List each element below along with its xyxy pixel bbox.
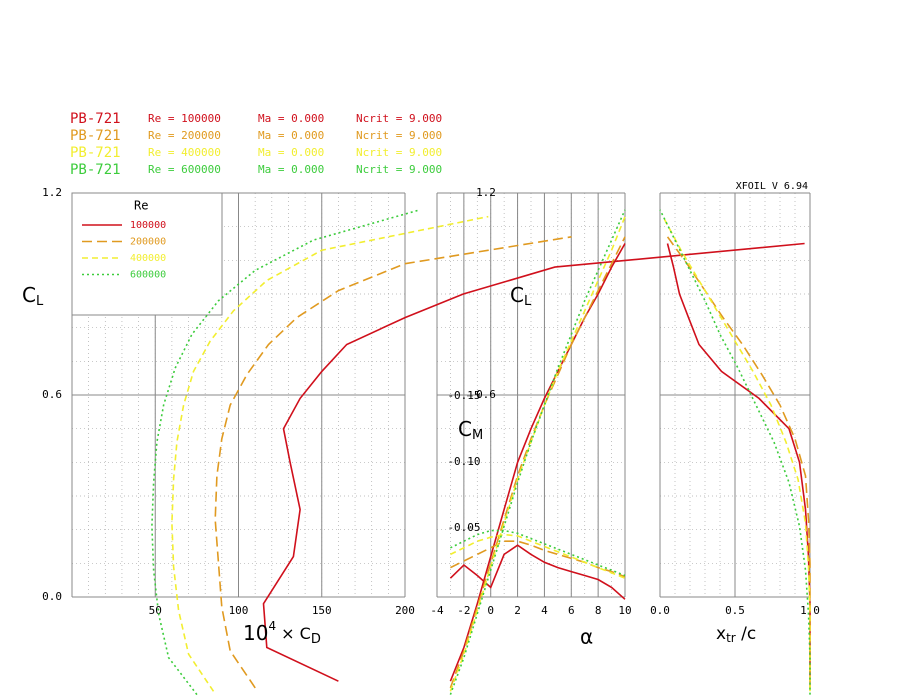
label-main: C [510,283,524,307]
cl-alpha-line [449,209,626,695]
legend-label: 600000 [130,270,166,281]
label-mid: × C [276,624,311,643]
x-tick-label: 150 [312,604,332,617]
y-tick-label: 0.6 [476,388,496,401]
x-tick-label: 8 [595,604,602,617]
header-re: Re = 600000 [148,163,221,176]
x-tick-label: 6 [568,604,575,617]
label-sub: L [36,294,44,309]
legend-label: 400000 [130,253,166,264]
header-ma: Ma = 0.000 [258,129,324,142]
header-ma: Ma = 0.000 [258,112,324,125]
drag-polar-line [171,215,489,692]
header-airfoil: PB-721 [70,128,121,144]
x-tick-label: 0.5 [725,604,745,617]
header-ncrit: Ncrit = 9.000 [356,146,442,159]
cm-alpha-line [450,529,626,577]
x-tick-label: -2 [457,604,470,617]
cm-tick-label: -0.10 [447,455,480,468]
label-sub: tr [726,631,736,645]
label-post: /c [736,624,756,644]
y-tick-label: 1.2 [42,186,62,199]
xtr-line [662,216,811,692]
x-tick-label: 0.0 [650,604,670,617]
x-tick-label: 4 [541,604,548,617]
cl-alpha-line [449,243,626,682]
label-main: C [22,283,36,307]
legend-box [71,192,223,316]
label-main: x [716,624,726,644]
header-re: Re = 100000 [148,112,221,125]
header-ma: Ma = 0.000 [258,163,324,176]
xtr-axis-label: xtr /c [716,624,756,645]
cm-alpha-line [450,533,626,579]
header-airfoil: PB-721 [70,145,121,161]
cm-axis-label: CM [458,417,483,443]
label-sub: M [472,428,483,443]
cm-tick-label: -0.05 [447,521,480,534]
x-tick-label: 100 [229,604,249,617]
y-tick-label: 0.0 [42,590,62,603]
cl-alpha-line [449,216,626,692]
header-re: Re = 400000 [148,146,221,159]
x-tick-label: 200 [395,604,415,617]
header-airfoil: PB-721 [70,111,121,127]
header-airfoil: PB-721 [70,162,121,178]
legend-title: Re [134,199,148,213]
header-ncrit: Ncrit = 9.000 [356,163,442,176]
label-main: C [458,417,472,441]
y-tick-label: 0.6 [42,388,62,401]
label-sub: D [311,632,321,647]
version: XFOIL V 6.94 [736,181,808,192]
label-pre: 10 [243,621,268,645]
header-re: Re = 200000 [148,129,221,142]
x-tick-label: 50 [149,604,162,617]
cd-axis-label: 104 × CD [243,619,321,647]
drag-polar-line [151,209,421,696]
header-ncrit: Ncrit = 9.000 [356,129,442,142]
cl-axis-label: CL [510,283,532,309]
x-tick-label: 2 [514,604,521,617]
alpha-axis-label: α [580,625,593,649]
cm-tick-label: -0.15 [447,389,480,402]
legend-label: 100000 [130,220,166,231]
x-tick-label: -4 [430,604,444,617]
x-tick-label: 0 [487,604,494,617]
drag-polar-line [214,236,572,689]
header-ncrit: Ncrit = 9.000 [356,112,442,125]
x-tick-label: 10 [618,604,631,617]
cl-axis-label: CL [22,283,44,309]
legend-label: 200000 [130,237,166,248]
label-sup: 4 [268,619,276,633]
drag-polar-line [262,242,805,682]
header-ma: Ma = 0.000 [258,146,324,159]
cm-alpha-line [449,544,626,600]
label-sub: L [524,294,532,309]
y-tick-label: 1.2 [476,186,496,199]
cl-alpha-line [449,236,626,689]
